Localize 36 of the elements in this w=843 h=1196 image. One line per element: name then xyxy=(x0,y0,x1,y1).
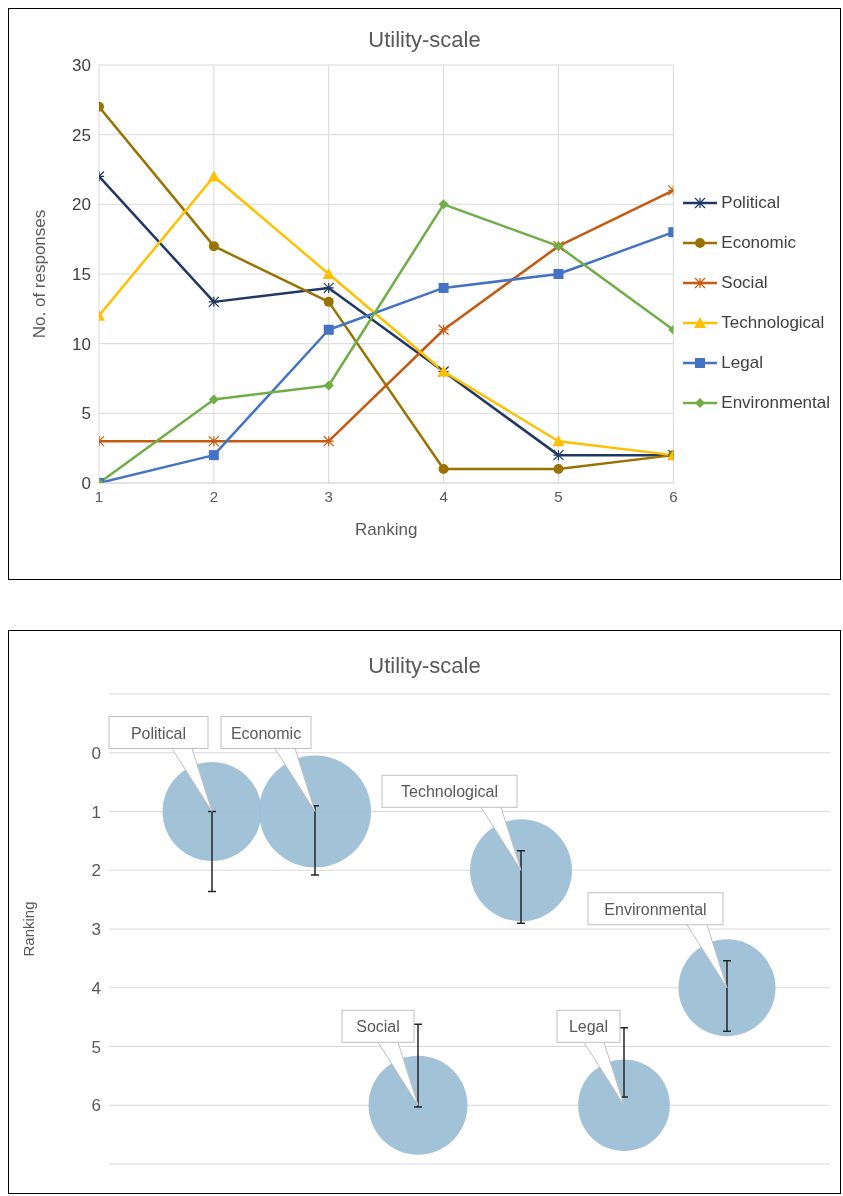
x-tick-label: 5 xyxy=(554,487,563,505)
y-tick-label: 6 xyxy=(91,1096,101,1116)
y-tick-label: 0 xyxy=(81,474,91,494)
series-label: Legal xyxy=(568,1018,609,1036)
legend-label: Economic xyxy=(721,232,796,254)
y-tick-label: 25 xyxy=(72,125,91,145)
legend-label: Technological xyxy=(721,312,825,334)
legend-label: Social xyxy=(721,272,768,294)
y-axis-title: Ranking xyxy=(20,901,38,957)
legend-label: Legal xyxy=(721,352,763,374)
y-tick-label: 0 xyxy=(91,743,101,763)
series-label: Environmental xyxy=(604,900,707,918)
series-label: Social xyxy=(356,1018,400,1036)
x-tick-label: 3 xyxy=(324,487,333,505)
legend-label: Environmental xyxy=(721,392,830,414)
y-tick-label: 5 xyxy=(81,404,91,424)
y-tick-label: 1 xyxy=(91,802,101,822)
y-tick-label: 30 xyxy=(72,56,91,76)
x-tick-label: 4 xyxy=(439,487,448,505)
y-tick-label: 20 xyxy=(72,195,91,215)
x-tick-label: 6 xyxy=(669,487,678,505)
y-tick-label: 15 xyxy=(72,265,91,285)
series-label: Economic xyxy=(230,724,302,742)
y-tick-label: 10 xyxy=(72,334,91,354)
legend-label: Political xyxy=(721,192,780,214)
x-axis-title: Ranking xyxy=(354,520,418,539)
y-tick-label: 3 xyxy=(91,920,101,940)
chart-title: Utility-scale xyxy=(367,652,482,679)
y-tick-label: 5 xyxy=(91,1037,101,1057)
x-tick-label: 2 xyxy=(209,487,219,505)
y-tick-label: 4 xyxy=(91,978,101,998)
chart-title: Utility-scale xyxy=(367,26,482,53)
series-label: Political xyxy=(130,724,187,742)
series-label: Technological xyxy=(401,783,498,801)
y-tick-label: 2 xyxy=(91,861,101,881)
y-axis-title: No. of responses xyxy=(30,209,50,339)
